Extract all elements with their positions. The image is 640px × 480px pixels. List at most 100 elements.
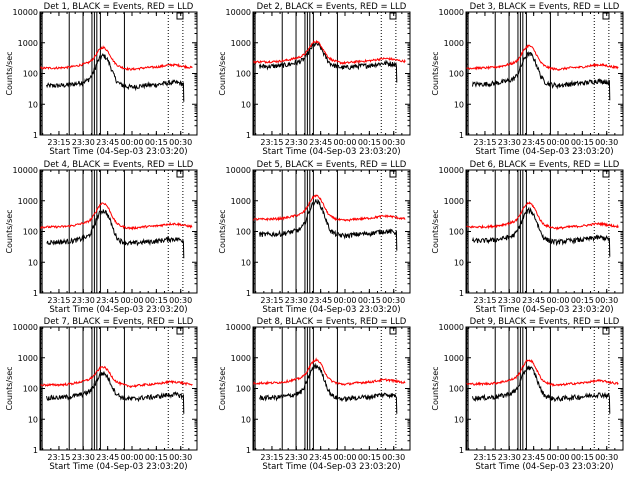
- y-tick-label: 1000: [231, 197, 251, 206]
- x-tick-label: 23:15: [47, 138, 70, 147]
- x-axis-title: Start Time (04-Sep-03 23:03:20): [475, 147, 613, 157]
- plot-frame: [39, 326, 198, 451]
- x-tick-label: 00:15: [571, 138, 594, 147]
- legend-box: [389, 327, 397, 335]
- legend-box: [389, 170, 397, 178]
- panel-title: Det 4, BLACK = Events, RED = LLD: [44, 160, 194, 170]
- x-axis-title: Start Time (04-Sep-03 23:03:20): [475, 305, 613, 315]
- y-tick-label: 100: [449, 228, 464, 237]
- legend-box: [176, 12, 184, 20]
- legend-box: [176, 327, 184, 335]
- x-tick-label: 23:45: [309, 138, 332, 147]
- y-axis-title: Counts/sec: [431, 209, 440, 253]
- x-tick-label: 23:45: [96, 453, 119, 462]
- y-tick-label: 1: [33, 131, 38, 140]
- plot-frame: [39, 169, 198, 294]
- panel-title: Det 8, BLACK = Events, RED = LLD: [257, 317, 407, 327]
- y-tick-label: 100: [23, 70, 38, 79]
- lld-series-line: [39, 365, 193, 389]
- y-tick-label: 1: [459, 289, 464, 298]
- x-axis-title: Start Time (04-Sep-03 23:03:20): [262, 305, 400, 315]
- events-series-line: [472, 206, 611, 257]
- y-axis-title: Counts/sec: [5, 51, 14, 95]
- x-tick-label: 00:30: [595, 453, 618, 462]
- y-axis-title: Counts/sec: [5, 209, 14, 253]
- legend-box: [602, 12, 610, 20]
- x-tick-label: 23:30: [498, 138, 521, 147]
- events-series-line: [46, 371, 185, 414]
- x-tick-label: 23:30: [72, 138, 95, 147]
- x-tick-label: 23:30: [285, 453, 308, 462]
- y-tick-label: 100: [236, 228, 251, 237]
- y-tick-label: 10000: [226, 8, 251, 17]
- lld-series-line: [252, 39, 406, 65]
- x-tick-label: 00:30: [382, 453, 405, 462]
- y-tick-label: 1: [33, 446, 38, 455]
- y-tick-label: 100: [236, 70, 251, 79]
- y-axis-title: Counts/sec: [218, 51, 227, 95]
- y-axis-title: Counts/sec: [431, 366, 440, 410]
- panel-title: Det 7, BLACK = Events, RED = LLD: [44, 317, 194, 327]
- lld-series-line: [39, 202, 193, 231]
- x-tick-label: 23:15: [473, 296, 496, 305]
- legend-box: [176, 170, 184, 178]
- y-tick-label: 10000: [439, 323, 464, 332]
- x-tick-label: 23:45: [309, 453, 332, 462]
- plot-frame: [465, 326, 624, 451]
- x-tick-label: 00:30: [169, 453, 192, 462]
- y-tick-label: 1000: [444, 354, 464, 363]
- y-tick-label: 1: [459, 131, 464, 140]
- x-tick-label: 23:30: [498, 296, 521, 305]
- panel-title: Det 9, BLACK = Events, RED = LLD: [470, 317, 620, 327]
- x-tick-label: 23:15: [473, 453, 496, 462]
- events-series-line: [259, 362, 398, 414]
- x-tick-label: 23:15: [260, 138, 283, 147]
- x-tick-label: 00:15: [358, 296, 381, 305]
- y-tick-label: 1: [33, 289, 38, 298]
- x-tick-label: 00:30: [595, 296, 618, 305]
- panel-det-8: Det 8, BLACK = Events, RED = LLD 1 10 100 10…: [218, 317, 411, 472]
- y-axis-title: Counts/sec: [431, 51, 440, 95]
- y-tick-label: 10000: [13, 323, 38, 332]
- lld-series-line: [465, 44, 619, 72]
- x-tick-label: 00:00: [333, 138, 356, 147]
- legend-box: [389, 12, 397, 20]
- y-tick-label: 10000: [439, 166, 464, 175]
- y-axis-title: Counts/sec: [218, 366, 227, 410]
- x-axis-title: Start Time (04-Sep-03 23:03:20): [475, 462, 613, 472]
- events-series-line: [259, 198, 398, 251]
- x-tick-label: 23:15: [260, 453, 283, 462]
- x-tick-label: 23:15: [47, 453, 70, 462]
- lld-series-line: [465, 359, 619, 387]
- plot-frame: [39, 11, 198, 136]
- y-tick-label: 1: [459, 446, 464, 455]
- x-tick-label: 00:15: [358, 138, 381, 147]
- y-tick-label: 10: [241, 100, 251, 109]
- x-axis-title: Start Time (04-Sep-03 23:03:20): [49, 462, 187, 472]
- y-tick-label: 1: [246, 446, 251, 455]
- y-tick-label: 100: [449, 385, 464, 394]
- x-tick-label: 00:15: [358, 453, 381, 462]
- y-tick-label: 1000: [18, 354, 38, 363]
- y-tick-label: 10: [454, 100, 464, 109]
- panel-title: Det 1, BLACK = Events, RED = LLD: [44, 2, 194, 12]
- panel-det-7: Det 7, BLACK = Events, RED = LLD 1 10 100 10…: [5, 317, 198, 472]
- x-tick-label: 00:15: [571, 453, 594, 462]
- lld-series-line: [466, 201, 619, 231]
- x-tick-label: 00:15: [145, 138, 168, 147]
- y-tick-label: 1000: [444, 39, 464, 48]
- y-tick-label: 1000: [18, 197, 38, 206]
- y-tick-label: 1000: [231, 354, 251, 363]
- x-axis-title: Start Time (04-Sep-03 23:03:20): [262, 462, 400, 472]
- y-tick-label: 100: [23, 228, 38, 237]
- y-tick-label: 10: [454, 258, 464, 267]
- y-tick-label: 10000: [226, 166, 251, 175]
- x-axis-title: Start Time (04-Sep-03 23:03:20): [49, 305, 187, 315]
- x-tick-label: 23:45: [522, 453, 545, 462]
- x-tick-label: 00:15: [145, 453, 168, 462]
- panel-title: Det 2, BLACK = Events, RED = LLD: [257, 2, 407, 12]
- x-tick-label: 23:45: [309, 296, 332, 305]
- panel-det-3: Det 3, BLACK = Events, RED = LLD 1 10 100 10…: [431, 2, 624, 157]
- x-tick-label: 00:00: [120, 296, 143, 305]
